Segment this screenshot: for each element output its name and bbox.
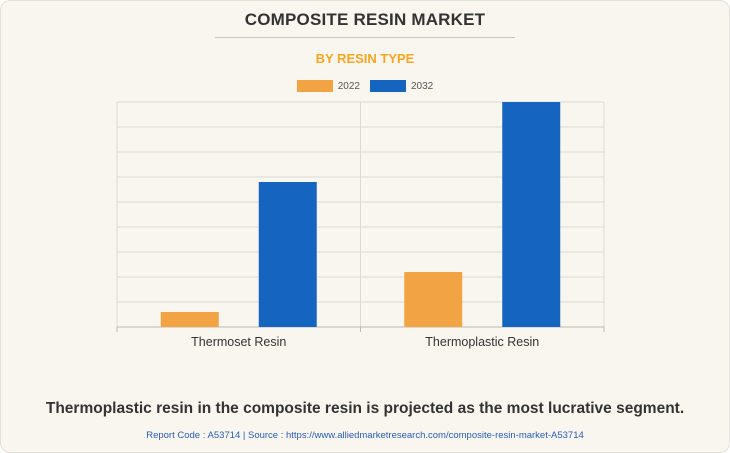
chart-subtitle: BY RESIN TYPE <box>315 51 415 66</box>
legend-item-2032: 2032 <box>370 80 433 92</box>
bar-2022-thermoset-resin <box>160 312 219 327</box>
legend: 2022 2032 <box>0 80 730 92</box>
bar-2022-thermoplastic-resin <box>404 272 463 327</box>
legend-swatch-2022 <box>296 80 333 92</box>
source-line: Report Code : A53714 | Source : https://… <box>146 430 584 441</box>
bar-chart: Thermoset Resin Thermoplastic Resin <box>116 101 605 349</box>
bars <box>160 102 561 327</box>
bar-2032-thermoset-resin <box>258 182 317 327</box>
legend-label-2032: 2032 <box>411 80 434 92</box>
bar-2032-thermoplastic-resin <box>502 102 561 327</box>
footer-headline: Thermoplastic resin in the composite res… <box>45 400 685 417</box>
legend-swatch-2032 <box>370 80 406 92</box>
chart-title: COMPOSITE RESIN MARKET <box>244 10 486 29</box>
x-axis-labels: Thermoset Resin Thermoplastic Resin <box>191 335 539 349</box>
title-divider <box>215 37 515 38</box>
legend-label-2022: 2022 <box>337 80 360 92</box>
legend-item-2022: 2022 <box>296 80 360 92</box>
x-label-thermoplastic-resin: Thermoplastic Resin <box>425 335 539 349</box>
x-label-thermoset-resin: Thermoset Resin <box>191 335 286 349</box>
